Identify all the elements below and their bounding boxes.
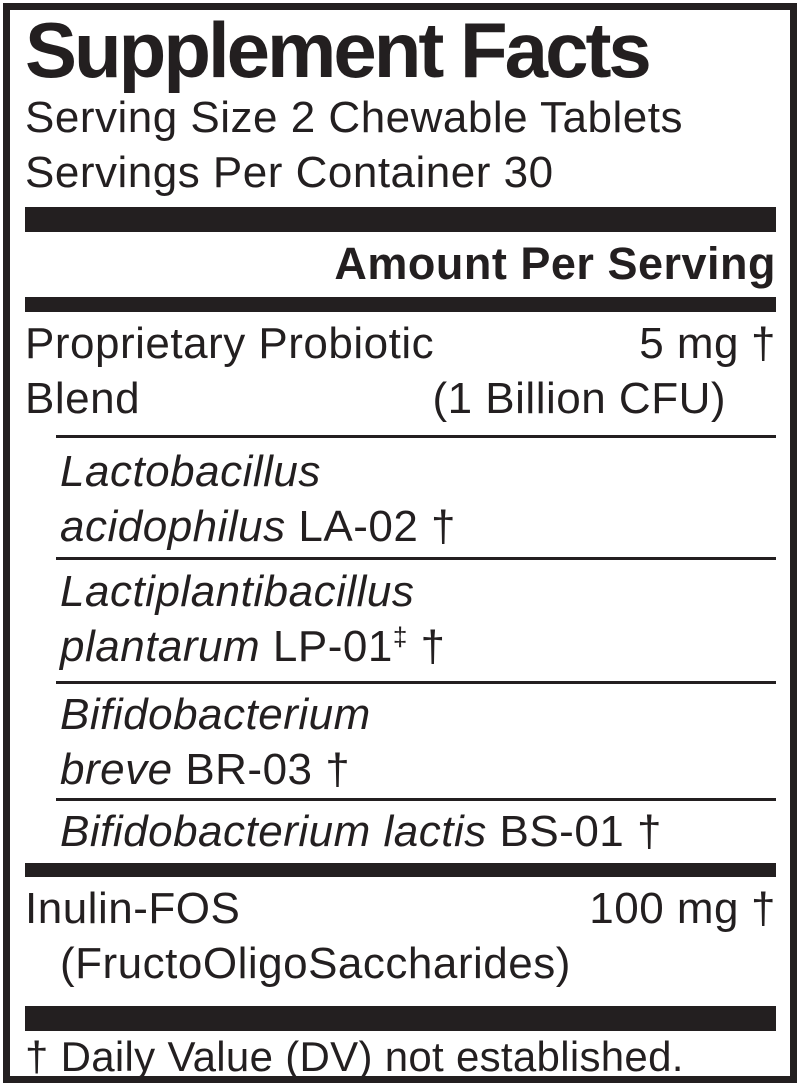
blend-amount: 5 mg † [639,316,776,371]
divider-thin-4 [56,798,776,801]
ingredient-species-2: plantarum LP-01‡ † [25,619,776,674]
divider-thin-3 [56,681,776,684]
ingredient-3-species: breve [60,745,173,794]
serving-size-text: Serving Size 2 Chewable Tablets [25,93,683,142]
divider-thick-top [25,207,776,232]
divider-thick-bottom [25,1006,776,1031]
ingredient-2-strain: LP-01 [272,622,393,671]
ingredient-1-strain: LA-02 [298,502,419,551]
blend-name-line1: Proprietary Probiotic [25,319,435,368]
ingredient-genus-2: Lactiplantibacillus [25,564,776,619]
inulin-amount-value: 100 mg [589,884,740,933]
ingredient-2-species: plantarum [60,622,261,671]
divider-medium-header [25,297,776,312]
inulin-dv-symbol: † [751,884,776,933]
ingredient-3-strain: BR-03 [185,745,313,794]
blend-amount-value: 5 mg [639,319,740,368]
ingredient-4-dv: † [637,807,662,856]
inulin-row: Inulin-FOS 100 mg † [25,881,776,936]
ingredient-3-genus: Bifidobacterium [60,690,371,739]
ingredient-4-line: Bifidobacterium lactis BS-01 † [25,804,776,859]
ingredient-genus-1: Lactobacillus [25,444,776,499]
ingredient-4-genus: Bifidobacterium [60,807,371,856]
ingredient-species-1: acidophilus LA-02 † [25,499,776,554]
ingredient-3-dv: † [325,745,351,794]
ingredient-1-dv: † [431,502,457,551]
inulin-amount: 100 mg † [589,881,776,936]
divider-thin-1 [56,435,776,438]
amount-per-serving-header: Amount Per Serving [334,238,776,289]
ingredient-2-dv: † [420,622,446,671]
ingredient-4-species: lactis [383,807,487,856]
panel-title: Supplement Facts [25,6,652,94]
inulin-detail: (FructoOligoSaccharides) [60,939,571,988]
blend-row-line2: Blend (1 Billion CFU) [25,371,776,426]
blend-row-line1: Proprietary Probiotic 5 mg † [25,316,776,371]
blend-amount-detail: (1 Billion CFU) [432,374,726,423]
daily-value-footnote: † Daily Value (DV) not established. [25,1033,684,1080]
blend-dv-symbol: † [751,319,776,368]
ingredient-2-sup: ‡ [392,621,408,652]
inulin-name: Inulin-FOS [25,884,241,933]
ingredient-4-strain: BS-01 [499,807,625,856]
ingredient-genus-3: Bifidobacterium [25,687,776,742]
servings-per-container-text: Servings Per Container 30 [25,148,554,197]
ingredient-species-3: breve BR-03 † [25,742,776,797]
supplement-facts-panel: Supplement Facts Serving Size 2 Chewable… [3,3,797,1083]
blend-name-line2: Blend [25,374,141,423]
ingredient-2-genus: Lactiplantibacillus [60,567,415,616]
divider-thin-2 [56,557,776,560]
ingredient-1-species: acidophilus [60,502,286,551]
divider-medium-inulin [25,863,776,877]
ingredient-1-genus: Lactobacillus [60,447,321,496]
